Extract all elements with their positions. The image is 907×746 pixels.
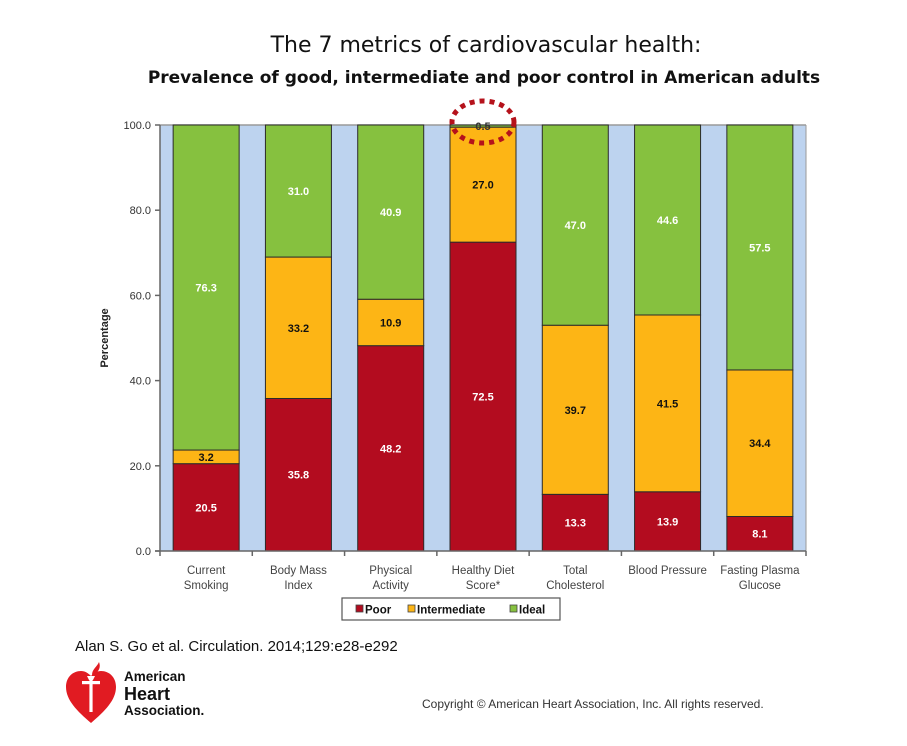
legend-box [341,597,561,621]
bar-segment-poor [449,241,517,552]
legend-item-ideal: Ideal [509,604,545,617]
bar-segment-ideal [357,124,425,300]
bar-segment-poor [264,397,332,552]
data-label: 44.6 [657,215,678,227]
bar-stack: 48.2 10.9 40.9 [357,124,425,552]
torch-stem [89,677,93,712]
bar-segment-intermediate [634,314,702,493]
y-tick-label: 40.0 [130,376,151,388]
x-tick-label: Total [563,565,587,577]
legend-item-intermediate: Intermediate [407,604,485,617]
heart-torch-icon [66,662,116,723]
legend-item-poor: Poor [355,604,392,617]
x-tick-label: Smoking [184,580,229,592]
data-label: 76.3 [195,283,216,295]
data-label: 13.3 [565,518,586,530]
x-tick-label: Glucose [739,580,781,592]
legend-swatch [509,604,518,613]
x-tick-label: Index [284,580,312,592]
data-label: 20.5 [195,502,216,514]
torch-flame [92,662,100,675]
data-label: 31.0 [288,186,309,198]
data-label: 34.4 [749,438,771,450]
torch-cup [87,676,95,680]
bar-segment-intermediate [449,126,517,243]
x-tick-label: Fasting Plasma [720,565,800,577]
legend-label: Ideal [519,605,545,617]
bar-stack: 20.5 3.2 76.3 [172,124,240,552]
bar-segment-ideal [541,124,609,326]
data-label: 48.2 [380,443,401,455]
x-tick-label: Blood Pressure [628,565,707,577]
data-label: 8.1 [752,529,767,541]
annotation-dotted-circle [449,98,517,146]
chart-subtitle: Prevalence of good, intermediate and poo… [147,68,821,88]
x-tick-label: Current [187,565,226,577]
legend-swatch [407,604,416,613]
x-tick-label: Healthy Diet [452,565,515,577]
bar-segment-ideal [726,124,794,371]
y-tick-label: 20.0 [130,461,151,473]
legend-label: Intermediate [417,605,485,617]
y-tick-label: 80.0 [130,205,151,217]
legend-label: Poor [365,605,392,617]
y-tick-label: 100.0 [123,120,151,132]
data-label: 0.5 [475,121,490,133]
aha-logo-line-american: American [124,669,186,684]
chart-title: The 7 metrics of cardiovascular health: [270,33,702,58]
y-tick-label: 60.0 [130,290,151,302]
data-label: 35.8 [288,470,309,482]
y-tick-label: 0.0 [136,546,151,558]
bar-stack: 35.8 33.2 31.0 [264,124,332,552]
data-label: 27.0 [472,180,493,192]
x-tick-label: Score* [466,580,501,592]
data-label: 57.5 [749,242,770,254]
bar-segment-ideal [634,124,702,316]
x-tick-label: Physical [369,565,412,577]
bar-segment-ideal [264,124,332,258]
data-label: 47.0 [565,220,586,232]
data-label: 72.5 [472,392,493,404]
bar-stack: 13.3 39.7 47.0 [541,124,609,552]
data-label: 41.5 [657,398,678,410]
bar-segment-poor [541,493,609,552]
x-tick-label: Body Mass [270,565,327,577]
data-label: 33.2 [288,323,309,335]
bar-stack: 72.5 27.0 0.5 [449,121,517,552]
legend-swatch [355,604,364,613]
x-tick-label: Cholesterol [546,580,604,592]
bar-segment-intermediate [541,324,609,495]
data-label: 40.9 [380,207,401,219]
bar-stack: 8.1 34.4 57.5 [726,124,794,552]
legend: Poor Intermediate Ideal [341,597,561,621]
bar-segment-intermediate [357,298,425,347]
data-label: 39.7 [565,405,586,417]
aha-logo-line-heart: Heart [124,683,171,704]
data-label: 3.2 [198,452,213,464]
x-tick-label: Activity [373,580,410,592]
bar-stack: 13.9 41.5 44.6 [634,124,702,552]
data-label: 13.9 [657,516,678,528]
bar-segment-intermediate [264,256,332,399]
citation: Alan S. Go et al. Circulation. 2014;129:… [75,638,398,655]
aha-logo-line-association: Association. [124,702,205,718]
aha-logo-text: American Heart Association. [124,670,204,717]
bar-segment-ideal [172,124,240,451]
data-label: 10.9 [380,317,401,329]
copyright-notice: Copyright © American Heart Association, … [422,697,764,711]
y-axis-label: Percentage [99,308,111,367]
bar-segment-poor [357,345,425,552]
